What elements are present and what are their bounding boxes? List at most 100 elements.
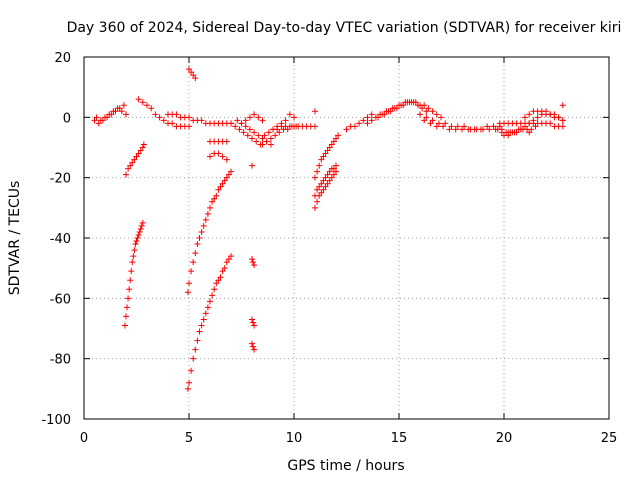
data-point (190, 72, 197, 79)
data-point (125, 165, 132, 172)
series-s14 (259, 123, 300, 148)
data-point (190, 259, 197, 266)
data-point (223, 156, 230, 163)
data-point (400, 102, 407, 109)
data-point (429, 117, 436, 124)
data-point (322, 174, 329, 181)
data-point (135, 231, 142, 238)
data-point (196, 328, 203, 335)
data-point (225, 171, 232, 178)
data-point (207, 153, 213, 160)
data-point (387, 108, 394, 115)
data-point (320, 153, 327, 160)
data-point (192, 250, 199, 257)
data-point (169, 120, 176, 127)
data-point (316, 162, 323, 169)
data-point (148, 105, 155, 112)
data-point (228, 168, 234, 175)
data-point (360, 117, 367, 124)
data-point (528, 126, 535, 133)
data-point (446, 126, 453, 133)
data-point (333, 162, 339, 169)
data-point (286, 111, 293, 118)
data-point (364, 114, 371, 121)
data-point (249, 256, 255, 263)
data-point (333, 168, 339, 175)
data-point (200, 222, 207, 229)
series-s3 (123, 141, 147, 178)
data-point (255, 132, 262, 139)
data-point (134, 235, 141, 241)
series-s2 (93, 105, 129, 124)
x-tick-label: 25 (601, 431, 618, 446)
data-point (559, 102, 566, 109)
data-point (135, 150, 142, 157)
data-point (173, 111, 180, 118)
data-point (249, 316, 255, 323)
data-point (124, 304, 131, 311)
data-point (412, 99, 419, 106)
data-point (106, 111, 113, 118)
series-s11 (207, 150, 230, 163)
data-point (326, 177, 333, 184)
data-point (97, 117, 104, 124)
data-point (438, 114, 444, 121)
data-point (184, 289, 191, 296)
data-point (130, 253, 137, 260)
data-point (200, 316, 207, 323)
series-s12 (228, 120, 264, 148)
data-point (312, 123, 318, 130)
y-tick-label: -100 (41, 413, 71, 428)
data-point (421, 117, 428, 124)
series-s27 (343, 111, 375, 133)
chart-title: Day 360 of 2024, Sidereal Day-to-day VTE… (67, 20, 622, 36)
data-point (228, 253, 234, 260)
data-point (209, 198, 216, 205)
x-axis-label: GPS time / hours (287, 458, 404, 474)
data-point (312, 192, 318, 199)
data-point (207, 204, 213, 211)
data-point (232, 123, 239, 130)
data-point (259, 141, 266, 148)
data-point (194, 241, 201, 248)
data-point (136, 228, 143, 235)
data-point (530, 117, 537, 124)
data-point (272, 132, 279, 139)
data-point (123, 313, 129, 320)
data-point (211, 195, 218, 202)
data-point (102, 114, 108, 121)
data-point (152, 111, 159, 118)
data-point (351, 123, 358, 130)
data-point (219, 268, 226, 275)
data-point (330, 171, 337, 178)
series-s22 (249, 340, 258, 353)
data-point (274, 126, 281, 133)
data-point (324, 147, 331, 154)
data-point (198, 228, 205, 235)
data-point (110, 108, 117, 115)
data-point (217, 274, 224, 281)
data-point (517, 126, 524, 133)
data-point (435, 120, 442, 127)
series-s8 (184, 168, 234, 296)
data-point (135, 96, 142, 103)
data-point (391, 105, 398, 112)
grid-lines (84, 57, 609, 419)
data-point (522, 114, 528, 121)
data-point (314, 186, 321, 193)
data-point (215, 277, 222, 284)
data-point (314, 198, 321, 205)
data-point (190, 355, 197, 362)
data-point (419, 105, 426, 112)
data-point (343, 126, 350, 133)
data-point (375, 114, 381, 121)
data-point (211, 286, 218, 293)
data-point (127, 277, 134, 284)
data-point (192, 346, 199, 353)
data-point (356, 120, 363, 127)
data-point (249, 162, 255, 169)
series-s37 (559, 102, 566, 109)
data-point (236, 126, 243, 133)
data-point (221, 265, 228, 272)
